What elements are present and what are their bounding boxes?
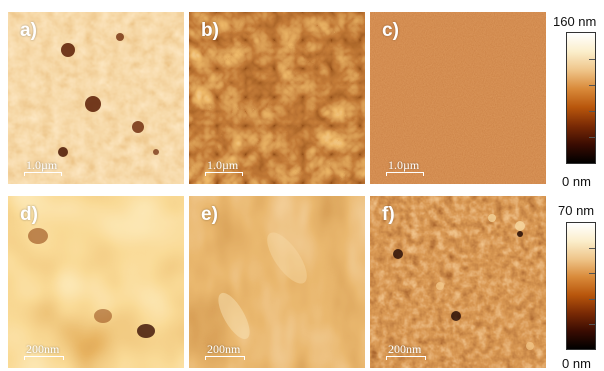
colorbar-min-label: 0 nm xyxy=(562,356,591,371)
panel-label: a) xyxy=(20,20,37,41)
colorbar-ticks xyxy=(567,223,595,349)
scale-bar: 200nm xyxy=(386,343,426,360)
scale-bar-line xyxy=(386,172,424,176)
afm-panel-a: a) 1.0µm xyxy=(8,12,184,184)
colorbar-max-label: 160 nm xyxy=(553,14,597,29)
panel-label: d) xyxy=(20,204,38,225)
afm-panel-d: d) 200nm xyxy=(8,196,184,368)
afm-image-c xyxy=(370,12,546,184)
panel-label: b) xyxy=(201,20,219,41)
afm-image-f xyxy=(370,196,546,368)
colorbar-ticks xyxy=(567,33,595,163)
scale-bar-line xyxy=(386,356,426,360)
panel-label: c) xyxy=(382,20,399,41)
colorbar-top xyxy=(566,32,596,164)
scale-bar-line xyxy=(24,356,64,360)
afm-image-e xyxy=(189,196,365,368)
colorbar-max-label: 70 nm xyxy=(558,203,595,218)
scale-bar-label: 200nm xyxy=(26,342,60,356)
scale-bar-line xyxy=(205,356,245,360)
afm-image-b xyxy=(189,12,365,184)
scale-bar-label: 1.0µm xyxy=(388,158,420,172)
colorbar-bottom xyxy=(566,222,596,350)
colorbar-min-label: 0 nm xyxy=(562,174,591,189)
scale-bar-label: 200nm xyxy=(388,342,422,356)
panel-label: f) xyxy=(382,204,395,225)
scale-bar: 1.0µm xyxy=(205,159,243,176)
afm-panel-e: e) 200nm xyxy=(189,196,365,368)
scale-bar-line xyxy=(24,172,62,176)
scale-bar: 200nm xyxy=(24,343,64,360)
scale-bar: 200nm xyxy=(205,343,245,360)
afm-image-a xyxy=(8,12,184,184)
scale-bar: 1.0µm xyxy=(386,159,424,176)
colorbar-gradient xyxy=(567,223,595,349)
afm-panel-c: c) 1.0µm xyxy=(370,12,546,184)
scale-bar-line xyxy=(205,172,243,176)
scale-bar-label: 200nm xyxy=(207,342,241,356)
scale-bar-label: 1.0µm xyxy=(207,158,239,172)
panel-label: e) xyxy=(201,204,218,225)
scale-bar-label: 1.0µm xyxy=(26,158,58,172)
afm-panel-f: f) 200nm xyxy=(370,196,546,368)
scale-bar: 1.0µm xyxy=(24,159,62,176)
afm-panel-b: b) 1.0µm xyxy=(189,12,365,184)
colorbar-gradient xyxy=(567,33,595,163)
afm-image-d xyxy=(8,196,184,368)
